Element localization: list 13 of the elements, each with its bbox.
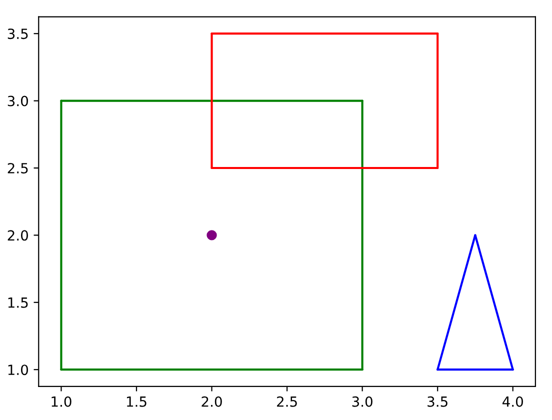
x-tick-label: 4.0 xyxy=(502,396,523,407)
x-tick-label: 2.0 xyxy=(202,396,222,407)
x-tick-label: 3.0 xyxy=(352,396,372,407)
y-tick-label: 3.5 xyxy=(8,28,28,40)
x-tick-label: 2.5 xyxy=(277,396,297,407)
x-tick-label: 1.0 xyxy=(52,396,72,407)
y-tick-label: 1.0 xyxy=(8,364,28,376)
y-tick-label: 1.5 xyxy=(8,298,28,308)
y-tick-label: 2.5 xyxy=(8,162,28,174)
y-tick-label: 2.0 xyxy=(8,230,28,241)
x-tick-label: 3.5 xyxy=(428,396,448,407)
x-tick-label: 1.5 xyxy=(126,396,146,407)
y-tick-label: 3.0 xyxy=(8,96,28,106)
